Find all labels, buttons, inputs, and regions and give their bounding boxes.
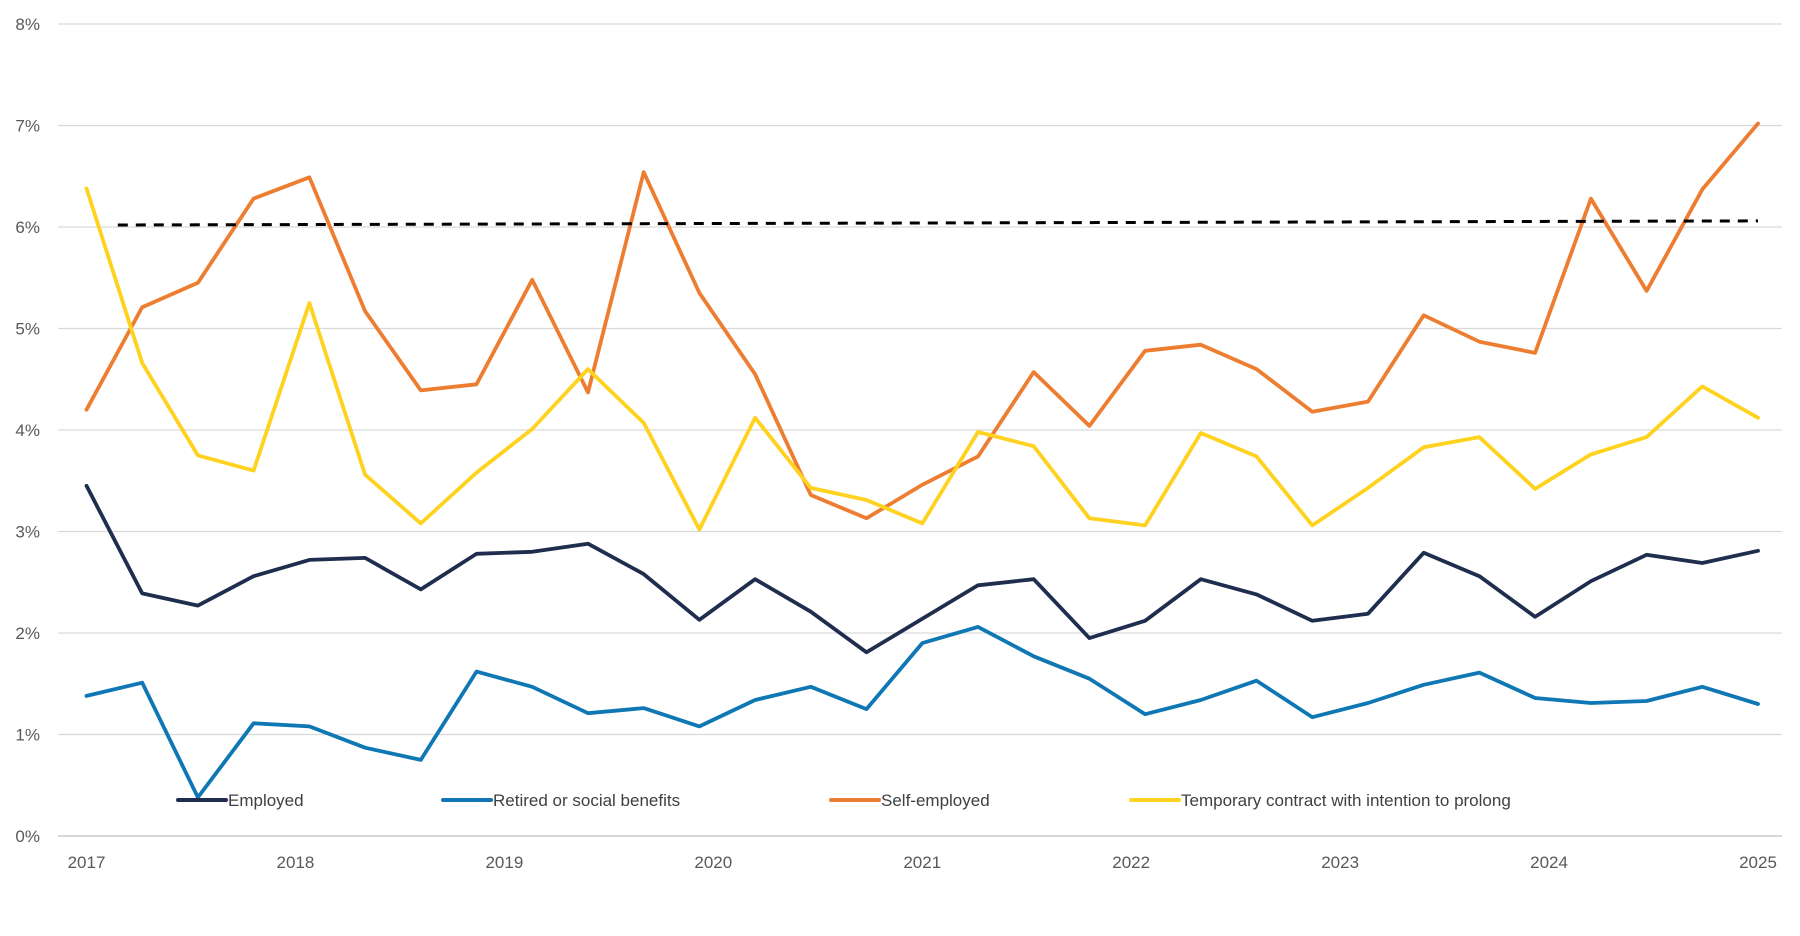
series-line-retired-or-social-benefits (84, 625, 1760, 800)
x-tick-label: 2021 (903, 853, 941, 872)
x-tick-label: 2018 (277, 853, 315, 872)
series-line-temporary-contract-with-intention-to-prolong (84, 186, 1760, 532)
grid-lines (58, 23, 1782, 837)
y-tick-label: 2% (15, 624, 40, 643)
legend: Employed Retired or social benefits Self-e… (176, 791, 1511, 810)
x-tick-label: 2023 (1321, 853, 1359, 872)
x-tick-label: 2022 (1112, 853, 1150, 872)
x-axis-tick-labels: 2017 2018 2019 2020 2021 2022 2023 2024 2025 (68, 853, 1777, 872)
y-tick-label: 0% (15, 827, 40, 846)
series-lines (84, 121, 1760, 800)
x-tick-label: 2019 (485, 853, 523, 872)
legend-label: Temporary contract with intention to pro… (1181, 791, 1511, 810)
x-tick-label: 2024 (1530, 853, 1568, 872)
series-line-employed (84, 483, 1760, 655)
x-tick-label: 2020 (694, 853, 732, 872)
y-tick-label: 7% (15, 117, 40, 136)
y-tick-label: 5% (15, 320, 40, 339)
series-line-dashed (117, 219, 1759, 227)
legend-label: Self-employed (881, 791, 990, 810)
y-tick-label: 8% (15, 15, 40, 34)
y-tick-label: 3% (15, 523, 40, 542)
legend-label: Employed (228, 791, 304, 810)
y-tick-label: 1% (15, 726, 40, 745)
legend-label: Retired or social benefits (493, 791, 680, 810)
series-line-self-employed (84, 121, 1760, 521)
y-tick-label: 4% (15, 421, 40, 440)
y-tick-label: 6% (15, 218, 40, 237)
x-tick-label: 2025 (1739, 853, 1777, 872)
x-tick-label: 2017 (68, 853, 106, 872)
y-axis-tick-labels: 0% 1% 2% 3% 4% 5% 6% 7% 8% (15, 15, 40, 846)
